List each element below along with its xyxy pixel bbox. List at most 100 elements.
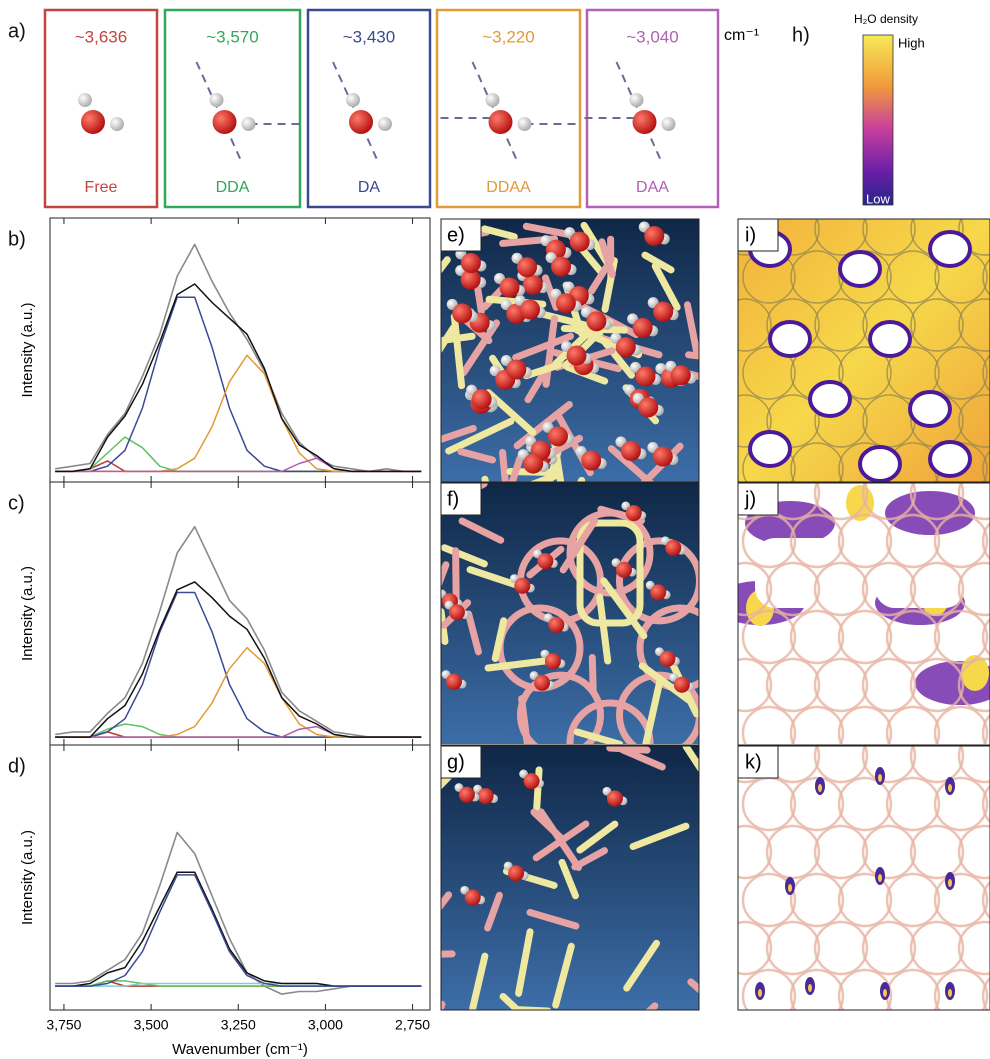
framework-bond — [481, 225, 518, 241]
lattice-ring — [738, 298, 772, 352]
colorbar-title: H₂O density — [854, 12, 918, 26]
lattice-ring — [958, 298, 990, 352]
spectrum-line — [55, 436, 422, 473]
label-box — [737, 218, 779, 252]
framework-bond — [588, 653, 597, 695]
oxygen-atom — [555, 293, 576, 314]
spectrum-line — [55, 283, 422, 473]
lattice-ring — [981, 880, 990, 920]
oxygen-atom — [569, 231, 590, 252]
framework-bond — [452, 547, 460, 606]
lattice-ring — [933, 609, 989, 665]
type-label: DAA — [636, 179, 669, 196]
lattice-ring — [933, 872, 989, 928]
void — [928, 230, 972, 268]
hydrogen-atom — [241, 117, 256, 131]
oxygen-atom — [551, 256, 572, 277]
frequency-label: ~3,040 — [626, 27, 678, 46]
frequency-label: ~3,570 — [206, 27, 258, 46]
lattice-ring — [885, 776, 941, 832]
framework-bond — [441, 561, 450, 588]
lattice-ring — [982, 258, 990, 296]
oxygen-atom — [81, 110, 105, 134]
empty-cage — [875, 538, 965, 608]
framework-bond — [441, 324, 457, 354]
framework-bond — [457, 448, 497, 464]
panel-label: b) — [8, 228, 26, 250]
type-label: DA — [358, 179, 381, 196]
density-spot-core — [883, 989, 887, 997]
lattice-ring — [933, 513, 989, 569]
lattice-ring — [741, 968, 797, 1010]
y-axis-label: Intensity (a.u.) — [19, 302, 36, 397]
oxygen-atom — [625, 505, 642, 522]
framework-bond — [526, 908, 580, 930]
lattice-ring — [957, 824, 990, 880]
lattice-ring — [741, 872, 797, 928]
image-panel — [441, 746, 699, 1010]
framework-bond — [619, 746, 666, 771]
density-blob — [885, 491, 975, 535]
spectra: b) Intensity (a.u.) c) Intensity (a.u.) d) In… — [8, 217, 431, 1058]
panel-frame — [440, 482, 700, 746]
framework-bond — [573, 728, 624, 744]
oxygen-atom — [620, 440, 641, 461]
lattice-ring — [861, 746, 917, 784]
oxygen-atom — [632, 317, 653, 338]
colorbar-high: High — [898, 35, 925, 50]
framework-bond — [623, 939, 660, 992]
x-tick-label: 3,500 — [134, 1017, 169, 1033]
lattice-ring — [982, 354, 990, 392]
oxygen-atom — [544, 653, 561, 670]
oxygen-atom — [615, 337, 636, 358]
panel-frame — [737, 745, 990, 1011]
oxygen-atom — [615, 561, 632, 578]
framework-bond — [499, 448, 509, 482]
hydrogen-atom — [517, 117, 532, 131]
hydrogen-atom — [485, 93, 500, 107]
density-spot-core — [948, 784, 952, 792]
framework-bond — [651, 262, 681, 311]
panel-frame — [440, 218, 700, 483]
colorbar-low: Low — [866, 191, 890, 206]
lattice-ring — [790, 442, 844, 482]
oxygen-atom — [632, 110, 657, 134]
panel-frame — [737, 482, 990, 746]
void — [858, 445, 902, 482]
lattice-ring — [981, 713, 990, 744]
lattice-ring — [813, 657, 869, 713]
oxygen-atom — [548, 616, 565, 633]
lattice-ring — [861, 483, 917, 521]
lattice-ring — [909, 824, 965, 880]
density-spot-core — [878, 774, 882, 782]
lattice-ring — [813, 561, 869, 617]
lattice-ring — [981, 521, 990, 561]
image-panel — [738, 483, 990, 744]
image-panel — [441, 483, 699, 744]
label-box — [737, 745, 779, 779]
spectrum-line — [55, 354, 422, 473]
oxygen-atom — [523, 773, 540, 790]
framework-bond — [642, 677, 664, 744]
lattice-ring — [813, 746, 869, 784]
framework-bond — [441, 544, 488, 568]
lattice-ring — [885, 872, 941, 928]
lattice-ring — [837, 609, 893, 665]
framework-bond — [512, 332, 575, 361]
lattice-ring — [933, 705, 989, 744]
oxygen-atom — [566, 345, 587, 366]
colorbar — [862, 34, 894, 206]
oxygen-atom — [522, 274, 543, 295]
lattice-ring — [738, 561, 773, 617]
oxygen-atom — [537, 553, 554, 570]
oxygen-atom — [650, 584, 667, 601]
spectrum-line — [55, 831, 422, 995]
lattice-ring — [766, 394, 820, 448]
density-spot-core — [948, 879, 952, 887]
oxygen-atom — [581, 450, 602, 471]
lattice-ring — [742, 346, 796, 400]
lattice-ring — [957, 746, 990, 784]
framework-bond — [469, 952, 489, 1010]
oxygen-atom — [644, 225, 665, 246]
oxygen-atom — [523, 453, 544, 474]
